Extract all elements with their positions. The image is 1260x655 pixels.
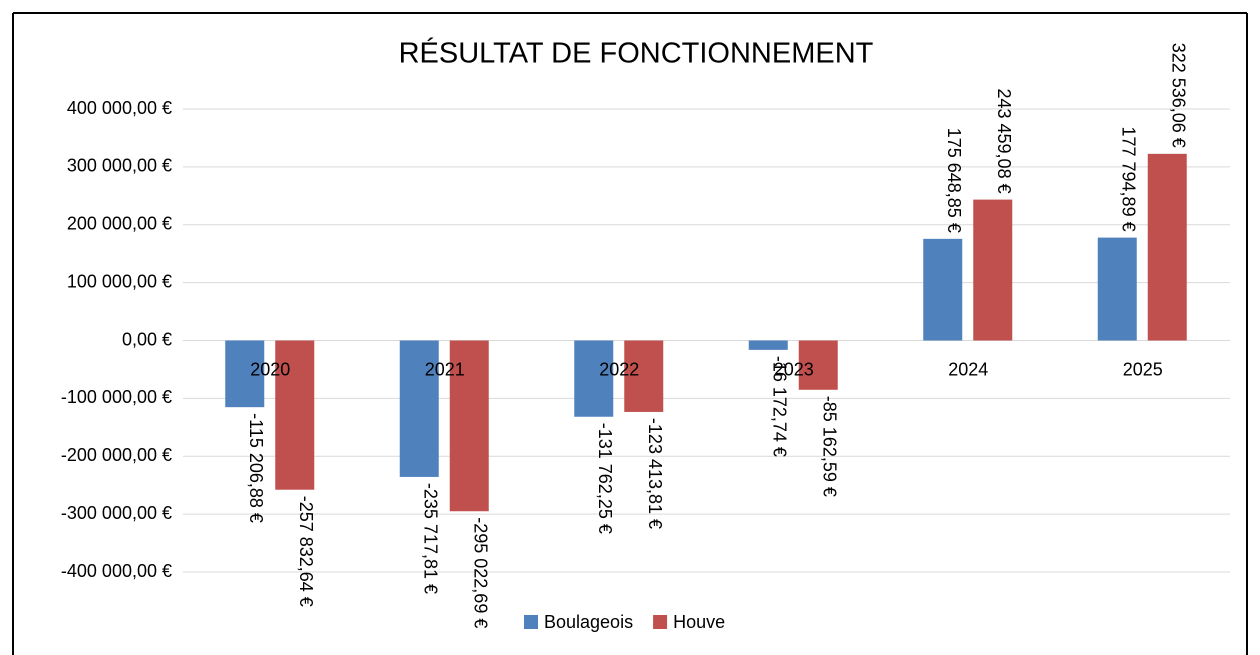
bar xyxy=(1097,237,1137,341)
bar xyxy=(574,340,614,417)
data-label: 243 459,08 € xyxy=(994,88,1014,193)
legend-label: Boulageois xyxy=(544,612,633,632)
y-tick-label: 0,00 € xyxy=(122,329,172,349)
x-tick-label: 2020 xyxy=(250,359,290,379)
data-label: -115 206,88 € xyxy=(246,413,266,523)
data-label: 175 648,85 € xyxy=(944,128,964,233)
bar xyxy=(973,199,1013,341)
y-tick-label: 100 000,00 € xyxy=(67,271,172,291)
data-label: -85 162,59 € xyxy=(820,396,840,497)
y-tick-label: -200 000,00 € xyxy=(61,445,172,465)
x-tick-label: 2024 xyxy=(948,359,988,379)
bar xyxy=(923,238,963,341)
chart-title: RÉSULTAT DE FONCTIONNEMENT xyxy=(399,37,874,70)
data-label: 177 794,89 € xyxy=(1119,126,1139,231)
data-label: -131 762,25 € xyxy=(595,423,615,534)
x-tick-label: 2025 xyxy=(1123,359,1163,379)
legend-swatch xyxy=(653,615,668,629)
y-tick-label: 200 000,00 € xyxy=(67,214,172,234)
x-tick-label: 2023 xyxy=(774,359,814,379)
data-label: -257 832,64 € xyxy=(296,496,316,607)
y-tick-label: -100 000,00 € xyxy=(61,387,172,407)
bar xyxy=(449,340,489,512)
y-tick-label: -300 000,00 € xyxy=(61,503,172,523)
data-label: -16 172,74 € xyxy=(770,356,790,457)
y-tick-label: 300 000,00 € xyxy=(67,156,172,176)
bar xyxy=(399,340,439,477)
bar xyxy=(748,340,788,350)
bar xyxy=(1147,153,1187,341)
data-label: 322 536,06 € xyxy=(1169,43,1189,148)
data-label: -123 413,81 € xyxy=(645,418,665,529)
legend-swatch xyxy=(524,615,538,629)
bar xyxy=(275,340,315,490)
legend-label: Houve xyxy=(673,612,725,632)
data-label: -235 717,81 € xyxy=(421,483,441,594)
data-label: -295 022,69 € xyxy=(471,517,491,628)
bar xyxy=(798,340,838,390)
bar xyxy=(624,340,664,412)
bar xyxy=(225,340,265,408)
x-tick-label: 2022 xyxy=(599,359,639,379)
y-tick-label: 400 000,00 € xyxy=(67,98,172,118)
y-tick-label: -400 000,00 € xyxy=(61,561,172,581)
x-tick-label: 2021 xyxy=(425,359,465,379)
